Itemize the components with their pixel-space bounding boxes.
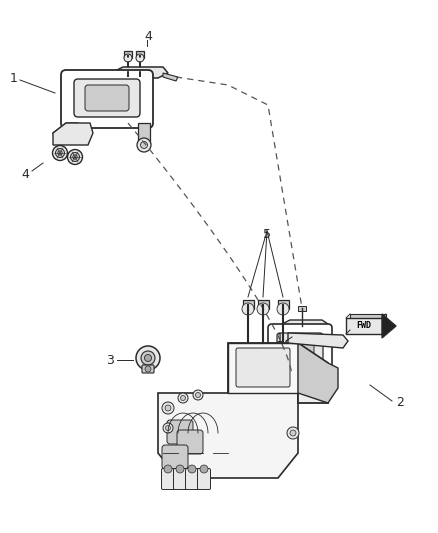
FancyBboxPatch shape — [85, 85, 129, 111]
Circle shape — [67, 149, 82, 165]
FancyBboxPatch shape — [173, 469, 187, 489]
Circle shape — [141, 141, 148, 149]
Circle shape — [124, 54, 132, 62]
Circle shape — [188, 465, 196, 473]
Circle shape — [272, 384, 284, 396]
FancyBboxPatch shape — [236, 348, 290, 387]
Circle shape — [141, 351, 155, 365]
Circle shape — [164, 465, 172, 473]
Polygon shape — [298, 343, 338, 403]
Polygon shape — [53, 123, 93, 145]
FancyBboxPatch shape — [61, 70, 153, 128]
Polygon shape — [113, 67, 168, 78]
Circle shape — [310, 384, 322, 396]
Polygon shape — [266, 376, 328, 386]
Polygon shape — [158, 393, 298, 478]
Polygon shape — [282, 320, 328, 330]
Circle shape — [56, 149, 64, 157]
Circle shape — [193, 390, 203, 400]
Circle shape — [195, 392, 201, 398]
FancyBboxPatch shape — [162, 469, 174, 489]
FancyBboxPatch shape — [258, 300, 268, 309]
FancyBboxPatch shape — [198, 469, 211, 489]
Circle shape — [178, 393, 188, 403]
Circle shape — [162, 402, 174, 414]
Circle shape — [166, 425, 170, 431]
Text: FWD: FWD — [357, 321, 371, 330]
FancyBboxPatch shape — [268, 324, 332, 380]
Text: 2: 2 — [396, 397, 404, 409]
FancyBboxPatch shape — [228, 343, 298, 393]
Text: 4: 4 — [21, 168, 29, 182]
Circle shape — [257, 303, 269, 315]
FancyBboxPatch shape — [278, 300, 289, 309]
Polygon shape — [228, 343, 328, 403]
FancyBboxPatch shape — [177, 430, 203, 454]
Circle shape — [53, 146, 67, 160]
Polygon shape — [53, 123, 78, 145]
FancyBboxPatch shape — [186, 469, 198, 489]
FancyBboxPatch shape — [74, 79, 140, 117]
Circle shape — [242, 303, 254, 315]
Circle shape — [200, 465, 208, 473]
FancyBboxPatch shape — [162, 445, 188, 469]
Circle shape — [137, 138, 151, 152]
FancyBboxPatch shape — [142, 365, 154, 373]
FancyBboxPatch shape — [124, 51, 132, 58]
Circle shape — [145, 354, 152, 361]
Polygon shape — [382, 314, 396, 338]
Text: 5: 5 — [263, 229, 271, 241]
Circle shape — [136, 346, 160, 370]
FancyBboxPatch shape — [298, 306, 306, 311]
Circle shape — [163, 423, 173, 433]
FancyBboxPatch shape — [167, 420, 193, 444]
Text: 1: 1 — [10, 71, 18, 85]
Circle shape — [176, 465, 184, 473]
Circle shape — [58, 151, 62, 155]
Circle shape — [165, 405, 171, 411]
Circle shape — [180, 395, 186, 400]
Circle shape — [287, 427, 299, 439]
Polygon shape — [288, 333, 348, 348]
Circle shape — [277, 303, 289, 315]
FancyBboxPatch shape — [346, 318, 382, 334]
Circle shape — [290, 430, 296, 436]
FancyBboxPatch shape — [350, 314, 386, 330]
Circle shape — [290, 386, 302, 398]
Text: 3: 3 — [106, 353, 114, 367]
FancyBboxPatch shape — [277, 333, 323, 371]
FancyBboxPatch shape — [243, 300, 254, 309]
Circle shape — [275, 387, 281, 393]
Polygon shape — [163, 73, 178, 81]
Text: 1: 1 — [276, 333, 284, 345]
Circle shape — [145, 366, 151, 372]
Circle shape — [293, 389, 299, 395]
Circle shape — [136, 54, 144, 62]
FancyBboxPatch shape — [286, 340, 314, 364]
Circle shape — [313, 387, 319, 393]
Circle shape — [71, 152, 80, 161]
Text: 4: 4 — [144, 29, 152, 43]
Polygon shape — [138, 123, 150, 143]
Circle shape — [73, 155, 77, 159]
FancyBboxPatch shape — [136, 51, 144, 58]
